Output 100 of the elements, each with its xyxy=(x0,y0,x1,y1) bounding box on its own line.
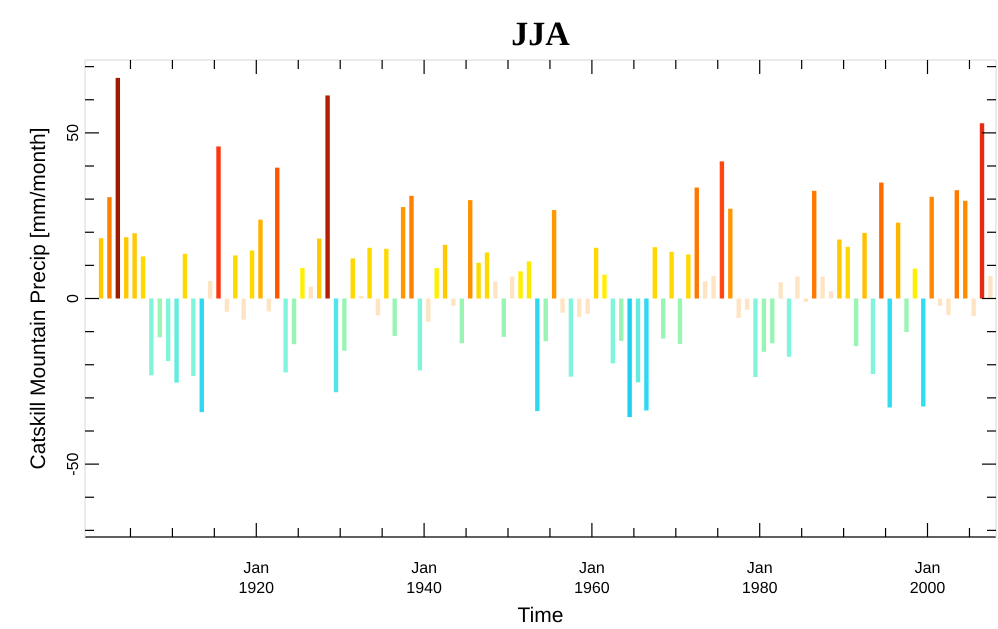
bar xyxy=(526,261,532,298)
bar xyxy=(216,146,221,298)
bar xyxy=(140,256,146,298)
bar xyxy=(627,298,632,418)
bar xyxy=(502,298,506,337)
bar xyxy=(694,188,699,298)
bar xyxy=(778,282,783,298)
bar xyxy=(988,276,993,298)
chart-title: JJA xyxy=(511,16,570,53)
bar xyxy=(912,268,918,298)
bar xyxy=(854,298,858,346)
bar xyxy=(258,220,263,298)
bar xyxy=(837,240,842,298)
bar xyxy=(158,298,162,338)
bar xyxy=(770,298,774,344)
bar xyxy=(568,298,574,377)
bar xyxy=(208,280,212,298)
bar xyxy=(678,298,682,344)
bar xyxy=(384,248,389,298)
bar xyxy=(711,276,716,298)
bar xyxy=(493,282,498,298)
bar xyxy=(929,196,934,298)
bar xyxy=(544,298,548,342)
y-tick-label: -50 xyxy=(65,452,82,476)
bar xyxy=(518,271,523,298)
bar xyxy=(585,298,590,314)
bar xyxy=(434,268,439,298)
bar xyxy=(736,298,741,318)
bar xyxy=(762,298,766,352)
bar xyxy=(702,281,708,298)
bar xyxy=(720,161,724,298)
bar xyxy=(316,238,322,298)
bar xyxy=(149,298,154,376)
x-tick-label: Jan 1920 xyxy=(238,560,274,597)
bar xyxy=(753,298,758,378)
bar xyxy=(266,298,272,312)
bar xyxy=(686,254,691,298)
bar xyxy=(879,182,884,298)
x-axis-title: Time xyxy=(518,604,564,627)
bar xyxy=(132,233,137,298)
bar xyxy=(619,298,624,341)
bar xyxy=(358,296,364,298)
bar xyxy=(963,200,968,298)
bar xyxy=(107,197,112,298)
bar xyxy=(610,298,616,364)
bar xyxy=(862,232,867,298)
bar xyxy=(342,298,347,351)
bar xyxy=(283,298,288,372)
bar xyxy=(350,258,355,298)
bar xyxy=(241,298,246,320)
bar xyxy=(535,298,540,412)
bar xyxy=(400,207,406,298)
bar xyxy=(938,298,942,306)
bar xyxy=(786,298,792,357)
bar xyxy=(191,298,196,376)
bar xyxy=(275,168,280,298)
bar xyxy=(904,298,909,332)
x-tick-label: Jan 1980 xyxy=(742,560,778,597)
bar xyxy=(409,196,414,298)
bar xyxy=(661,298,666,339)
bar xyxy=(166,298,170,362)
bar xyxy=(250,250,254,298)
bar xyxy=(460,298,464,344)
bar xyxy=(644,298,649,410)
bar xyxy=(812,190,816,298)
bar xyxy=(636,298,640,382)
bar xyxy=(577,298,582,318)
y-tick-label: 50 xyxy=(65,124,82,142)
bar xyxy=(846,246,850,298)
bar xyxy=(744,298,750,310)
bar xyxy=(552,210,556,298)
bar xyxy=(300,268,305,298)
bar xyxy=(476,262,481,298)
bar xyxy=(804,298,808,302)
bar xyxy=(116,78,120,298)
bar xyxy=(174,298,179,383)
bar xyxy=(292,298,296,344)
bar xyxy=(946,298,951,316)
x-tick-label: Jan 1960 xyxy=(574,560,610,597)
bar xyxy=(442,244,448,298)
bar xyxy=(828,291,834,298)
bar xyxy=(795,276,800,298)
bar xyxy=(594,248,598,298)
bar xyxy=(124,237,128,298)
bar xyxy=(888,298,892,408)
bar xyxy=(367,248,372,298)
bar xyxy=(392,298,397,336)
bar xyxy=(980,123,984,298)
bar xyxy=(870,298,876,374)
bar xyxy=(451,298,456,306)
bar xyxy=(510,276,514,298)
bar xyxy=(233,255,238,298)
bar xyxy=(728,208,733,298)
y-tick-label: 0 xyxy=(65,294,82,303)
bar xyxy=(468,200,472,298)
bar xyxy=(971,298,976,316)
bar xyxy=(896,222,900,298)
x-tick-label: Jan 2000 xyxy=(910,560,946,597)
bar xyxy=(652,247,657,298)
y-axis-title: Catskill Mountain Precip [mm/month] xyxy=(27,128,50,470)
